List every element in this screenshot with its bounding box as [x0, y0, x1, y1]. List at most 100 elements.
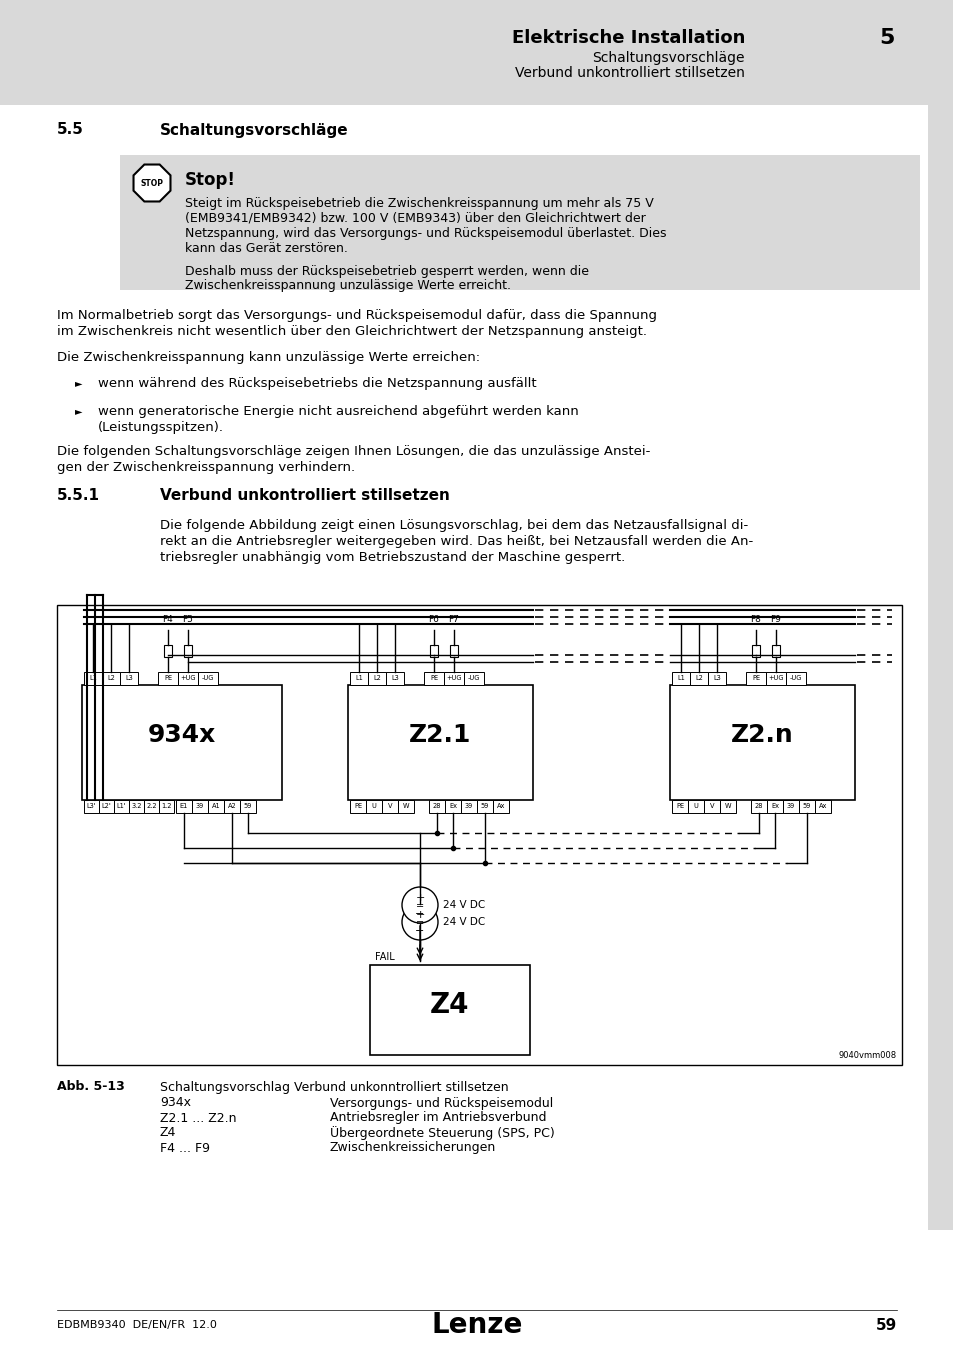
Bar	[782, 801, 799, 813]
Text: +: +	[415, 892, 424, 903]
Text: W: W	[402, 803, 409, 810]
Text: 59: 59	[875, 1318, 896, 1332]
Bar	[82, 684, 282, 801]
Text: V: V	[709, 803, 714, 810]
Text: PE: PE	[164, 675, 172, 682]
Text: ►: ►	[75, 378, 82, 387]
Bar	[669, 684, 854, 801]
Text: 39: 39	[195, 803, 204, 810]
Text: wenn generatorische Energie nicht ausreichend abgeführt werden kann: wenn generatorische Energie nicht ausrei…	[98, 405, 578, 417]
Text: 3.2: 3.2	[132, 803, 142, 810]
Bar	[429, 801, 444, 813]
Text: 39: 39	[464, 803, 473, 810]
Bar	[745, 672, 765, 684]
Circle shape	[401, 904, 437, 940]
Text: L1: L1	[355, 675, 362, 682]
Text: PE: PE	[430, 675, 437, 682]
Text: L2: L2	[107, 675, 114, 682]
Bar	[476, 801, 493, 813]
Bar	[129, 801, 144, 813]
Text: Die Zwischenkreisspannung kann unzulässige Werte erreichen:: Die Zwischenkreisspannung kann unzulässi…	[57, 351, 479, 363]
Text: F8: F8	[750, 616, 760, 624]
Text: L1: L1	[677, 675, 684, 682]
Bar	[397, 801, 414, 813]
Text: 24 V DC: 24 V DC	[442, 917, 485, 927]
Text: Ax: Ax	[818, 803, 826, 810]
Text: Abb. 5-13: Abb. 5-13	[57, 1080, 125, 1094]
Bar	[423, 672, 443, 684]
Text: +: +	[415, 910, 424, 919]
Text: FAIL: FAIL	[375, 952, 395, 963]
FancyBboxPatch shape	[927, 105, 953, 1230]
Text: −: −	[415, 926, 424, 936]
Bar	[350, 672, 368, 684]
Bar	[671, 672, 689, 684]
Text: Zwischenkreissicherungen: Zwischenkreissicherungen	[330, 1142, 496, 1154]
Text: Netzspannung, wird das Versorgungs- und Rückspeisemodul überlastet. Dies: Netzspannung, wird das Versorgungs- und …	[185, 227, 666, 239]
Bar	[493, 801, 509, 813]
Text: L2': L2'	[102, 803, 112, 810]
Text: L3: L3	[713, 675, 720, 682]
Text: -UG: -UG	[467, 675, 479, 682]
Circle shape	[401, 887, 437, 923]
Bar	[687, 801, 703, 813]
Text: Im Normalbetrieb sorgt das Versorgungs- und Rückspeisemodul dafür, dass die Span: Im Normalbetrieb sorgt das Versorgungs- …	[57, 309, 657, 321]
Text: Elektrische Installation: Elektrische Installation	[511, 28, 744, 47]
Text: F7: F7	[448, 616, 459, 624]
Text: 59: 59	[480, 803, 489, 810]
Bar	[348, 684, 533, 801]
FancyBboxPatch shape	[57, 605, 901, 1065]
Text: 5.5: 5.5	[57, 123, 84, 138]
Text: Zwischenkreisspannung unzulässige Werte erreicht.: Zwischenkreisspannung unzulässige Werte …	[185, 279, 511, 293]
Text: wenn während des Rückspeisebetriebs die Netzspannung ausfällt: wenn während des Rückspeisebetriebs die …	[98, 377, 536, 390]
Text: kann das Gerät zerstören.: kann das Gerät zerstören.	[185, 242, 348, 255]
Text: Z4: Z4	[430, 991, 469, 1019]
Text: -UG: -UG	[789, 675, 801, 682]
Bar	[120, 672, 138, 684]
Bar	[771, 645, 780, 657]
Text: +UG: +UG	[180, 675, 195, 682]
Text: F6: F6	[428, 616, 439, 624]
Text: 59: 59	[802, 803, 810, 810]
Text: +UG: +UG	[767, 675, 783, 682]
Text: ►: ►	[75, 406, 82, 416]
Bar	[198, 672, 218, 684]
Text: Ex: Ex	[449, 803, 456, 810]
Bar	[102, 672, 120, 684]
Bar	[381, 801, 397, 813]
Text: Antriebsregler im Antriebsverbund: Antriebsregler im Antriebsverbund	[330, 1111, 546, 1125]
Text: Z4: Z4	[160, 1126, 176, 1139]
Text: A1: A1	[212, 803, 220, 810]
Text: 24 V DC: 24 V DC	[442, 900, 485, 910]
Bar	[350, 801, 366, 813]
Text: Die folgenden Schaltungsvorschläge zeigen Ihnen Lösungen, die das unzulässige An: Die folgenden Schaltungsvorschläge zeige…	[57, 444, 650, 458]
Text: Lenze: Lenze	[431, 1311, 522, 1339]
Bar	[224, 801, 240, 813]
Bar	[386, 672, 403, 684]
Text: Z2.1: Z2.1	[409, 722, 471, 747]
Text: −: −	[415, 909, 424, 919]
Text: Schaltungsvorschläge: Schaltungsvorschläge	[592, 51, 744, 65]
Text: Die folgende Abbildung zeigt einen Lösungsvorschlag, bei dem das Netzausfallsign: Die folgende Abbildung zeigt einen Lösun…	[160, 518, 747, 532]
Bar	[370, 965, 530, 1054]
Bar	[450, 645, 457, 657]
Text: L3': L3'	[87, 803, 96, 810]
FancyBboxPatch shape	[120, 155, 919, 290]
Text: Stop!: Stop!	[185, 171, 235, 189]
Text: Steigt im Rückspeisebetrieb die Zwischenkreisspannung um mehr als 75 V: Steigt im Rückspeisebetrieb die Zwischen…	[185, 197, 653, 209]
Text: 1.2: 1.2	[161, 803, 172, 810]
Text: PE: PE	[676, 803, 683, 810]
Text: PE: PE	[354, 803, 362, 810]
Bar	[814, 801, 830, 813]
Text: Schaltungsvorschläge: Schaltungsvorschläge	[160, 123, 348, 138]
Bar	[178, 672, 198, 684]
Bar	[208, 801, 224, 813]
Text: L1': L1'	[116, 803, 126, 810]
Text: Deshalb muss der Rückspeisebetrieb gesperrt werden, wenn die: Deshalb muss der Rückspeisebetrieb gespe…	[185, 265, 588, 278]
Text: Z2.n: Z2.n	[730, 722, 793, 747]
Bar	[463, 672, 483, 684]
Text: F4: F4	[162, 616, 173, 624]
Text: F9: F9	[770, 616, 781, 624]
Text: triebsregler unabhängig vom Betriebszustand der Maschine gesperrt.: triebsregler unabhängig vom Betriebszust…	[160, 551, 624, 563]
Bar	[192, 801, 208, 813]
